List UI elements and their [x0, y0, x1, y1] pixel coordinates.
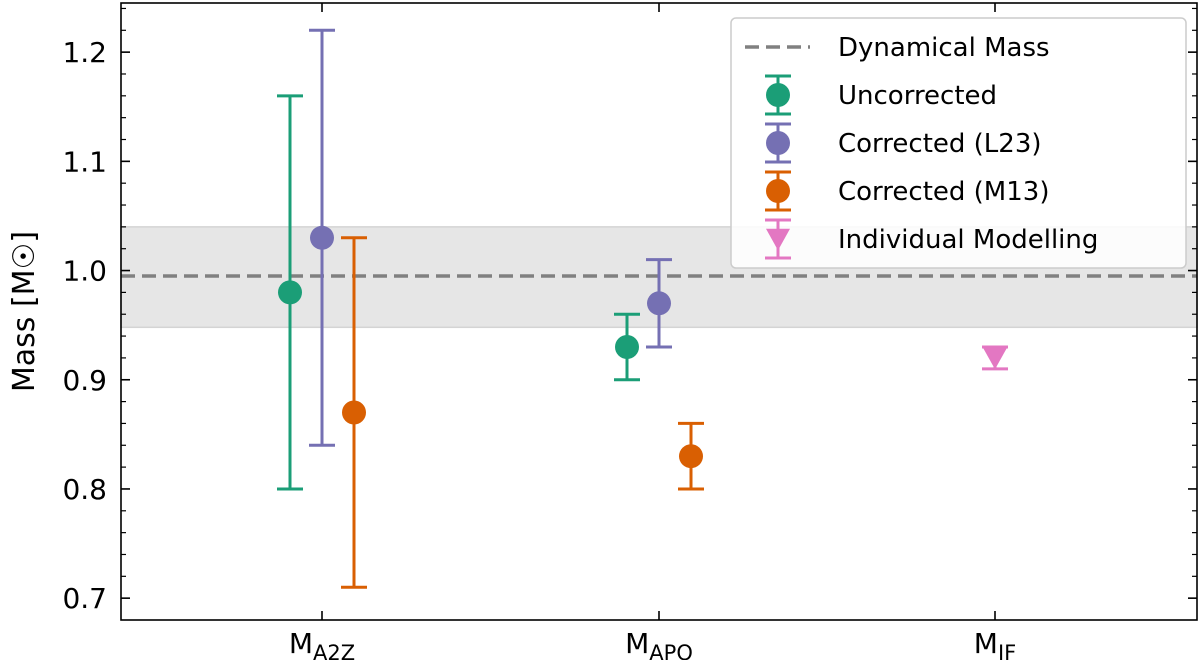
y-tick-label: 1.2: [62, 36, 107, 69]
legend-label: Individual Modelling: [838, 225, 1098, 255]
data-point-m-apo: [647, 291, 671, 316]
x-tick-label-subscript: A2Z: [313, 641, 355, 660]
legend-marker: [766, 179, 790, 203]
series-corrected-m13: [341, 236, 704, 589]
x-tick-label: MIF: [974, 627, 1016, 660]
y-tick-label: 0.9: [62, 364, 107, 397]
y-axis-title: Mass [M☉]: [7, 231, 42, 392]
series-individual-modelling: [982, 345, 1008, 371]
x-tick-label: MA2Z: [289, 627, 355, 660]
data-point-m-a2z: [278, 280, 302, 305]
data-point-m-apo: [615, 334, 639, 359]
y-tick-label: 1.1: [62, 145, 107, 178]
series-corrected-l23: [309, 28, 672, 447]
legend-marker: [766, 228, 790, 251]
data-point-m-a2z: [310, 225, 334, 250]
y-tick-label: 0.8: [62, 473, 107, 506]
legend-label: Corrected (L23): [838, 129, 1042, 159]
legend-label: Corrected (M13): [838, 177, 1049, 207]
legend-box: [730, 17, 1187, 269]
x-tick-label-base: M: [625, 627, 649, 660]
x-tick-label-base: M: [974, 627, 998, 660]
y-tick-label: 0.7: [62, 582, 107, 615]
data-point-m-apo: [679, 444, 703, 469]
x-tick-label: MAPO: [625, 627, 693, 660]
data-layer: [277, 28, 1008, 589]
data-point-m-a2z: [342, 400, 366, 425]
data-point-m-if: [983, 347, 1007, 370]
series-uncorrected: [277, 94, 640, 491]
legend-marker: [766, 83, 790, 107]
y-tick-label: 1.0: [62, 255, 107, 288]
x-tick-label-base: M: [289, 627, 313, 660]
legend-marker: [766, 131, 790, 155]
x-tick-label-subscript: APO: [649, 641, 693, 660]
legend-label-dynamical-mass: Dynamical Mass: [838, 33, 1050, 63]
legend-label: Uncorrected: [838, 81, 997, 111]
x-tick-label-subscript: IF: [998, 641, 1016, 660]
legend: Dynamical Mass Uncorrected Corrected (L23)…: [730, 17, 1187, 269]
